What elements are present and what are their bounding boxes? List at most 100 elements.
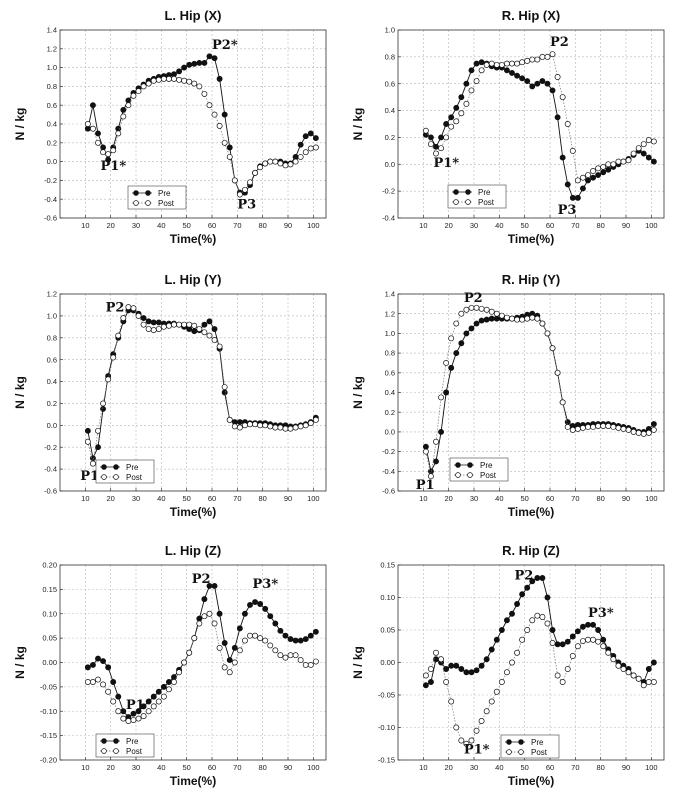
x-tick-label: 80 [258, 494, 266, 503]
data-point-post [155, 326, 162, 332]
data-point-pre [595, 172, 602, 178]
data-point-post [84, 121, 91, 127]
x-tick-label: 20 [444, 494, 452, 503]
data-point-post [509, 60, 515, 67]
data-point-pre [534, 575, 541, 581]
data-point-post [640, 430, 647, 437]
y-tick-label: 0.0 [385, 160, 395, 169]
y-tick-label: 1.0 [47, 311, 57, 320]
x-axis-label: Time(%) [170, 505, 216, 519]
data-point-post [625, 426, 632, 433]
data-point-post [272, 424, 279, 431]
data-point-post [534, 612, 541, 619]
data-point-pre [468, 669, 475, 676]
data-point-pre [105, 156, 112, 163]
data-point-post [206, 332, 213, 339]
plot-frame [59, 29, 327, 219]
data-point-post [620, 666, 627, 672]
x-tick-label: 50 [520, 763, 528, 772]
data-point-pre [458, 340, 465, 347]
data-point-post [201, 329, 208, 336]
annotation-label: P2 [550, 35, 569, 50]
data-point-post [519, 316, 526, 323]
data-point-post [438, 656, 445, 663]
data-point-post [292, 652, 299, 659]
x-tick-label: 90 [284, 221, 292, 230]
y-tick-label: 0.00 [42, 658, 57, 667]
data-point-pre [226, 657, 233, 664]
y-tick-label: 0.05 [42, 634, 57, 643]
data-point-post [433, 438, 439, 445]
data-point-post [176, 76, 183, 83]
data-point-post [236, 647, 243, 654]
data-point-post [579, 174, 586, 181]
data-point-post [160, 323, 167, 330]
y-axis-label: N / kg [13, 376, 27, 409]
data-point-post [620, 425, 627, 432]
data-point-post [186, 321, 193, 328]
legend-label: Post [480, 471, 497, 480]
data-point-post [483, 708, 490, 715]
legend-marker [465, 199, 471, 205]
data-point-post [610, 161, 617, 168]
x-axis-label: Time(%) [508, 774, 554, 788]
data-point-pre [514, 601, 521, 607]
data-point-pre [529, 83, 536, 90]
x-tick-label: 20 [106, 494, 114, 503]
data-point-post [155, 698, 162, 705]
data-point-post [171, 321, 177, 328]
data-point-post [115, 332, 122, 339]
x-tick-label: 10 [81, 221, 89, 230]
data-point-pre [191, 60, 198, 67]
data-point-post [630, 672, 637, 679]
x-tick-label: 10 [419, 763, 427, 772]
data-point-pre [463, 669, 470, 676]
data-point-pre [100, 658, 107, 664]
y-tick-label: -0.2 [382, 187, 395, 196]
data-point-post [252, 169, 259, 176]
x-tick-label: 20 [106, 221, 114, 230]
data-point-post [120, 715, 127, 722]
data-point-post [282, 162, 289, 169]
legend-label: Post [158, 199, 175, 208]
x-tick-label: 10 [81, 763, 89, 772]
y-tick-label: -0.4 [382, 467, 395, 476]
data-point-pre [559, 641, 566, 648]
data-point-post [115, 708, 122, 715]
data-point-post [569, 426, 576, 433]
data-point-pre [231, 644, 238, 651]
data-point-post [95, 676, 101, 683]
y-tick-label: 0.6 [47, 355, 57, 364]
data-point-post [262, 637, 269, 644]
data-point-post [307, 145, 314, 152]
annotation-label: P1 [126, 698, 145, 713]
data-point-post [539, 320, 546, 327]
x-tick-label: 60 [546, 494, 554, 503]
annotation-label: P3* [588, 606, 614, 621]
data-point-post [554, 74, 561, 80]
data-point-pre [427, 468, 434, 475]
data-point-post [100, 149, 107, 156]
x-axis-label: Time(%) [170, 232, 216, 246]
data-point-post [186, 78, 193, 85]
data-point-pre [498, 627, 505, 633]
data-point-post [468, 87, 475, 94]
data-point-post [120, 315, 127, 322]
x-tick-label: 40 [495, 763, 503, 772]
legend-marker [518, 749, 524, 755]
data-point-post [216, 644, 223, 651]
x-tick-label: 60 [208, 763, 216, 772]
data-point-post [165, 322, 172, 329]
data-point-post [84, 438, 91, 445]
data-point-pre [585, 177, 591, 184]
data-point-pre [509, 70, 515, 76]
data-point-post [564, 121, 571, 127]
data-point-post [590, 636, 597, 643]
data-point-post [458, 110, 465, 117]
data-point-post [89, 460, 96, 467]
y-tick-label: 1.2 [47, 44, 57, 53]
series-line-post [87, 306, 317, 464]
data-point-pre [519, 591, 526, 598]
data-point-pre [443, 666, 450, 672]
data-point-post [287, 652, 294, 659]
